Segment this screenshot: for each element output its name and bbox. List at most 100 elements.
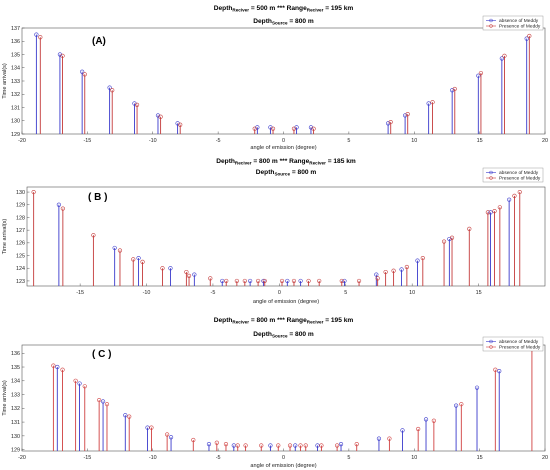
x-tick-label: -10 bbox=[149, 455, 157, 461]
stem-marker bbox=[391, 268, 396, 273]
stem-marker bbox=[158, 114, 163, 119]
legend-box bbox=[482, 336, 544, 352]
stem-marker bbox=[270, 126, 276, 131]
x-tick-label: 0 bbox=[278, 290, 281, 296]
x-tick-label: 5 bbox=[347, 138, 350, 144]
title-part: = 500 m *** Range bbox=[249, 5, 307, 12]
stem-marker bbox=[298, 443, 303, 448]
chart-panel: DepthReciver = 800 m *** RangeReciver = … bbox=[2, 158, 546, 305]
stem-marker bbox=[375, 276, 380, 281]
stem-marker bbox=[493, 367, 498, 372]
stem-marker bbox=[315, 443, 320, 448]
stem-marker bbox=[447, 236, 452, 242]
x-tick-label: -10 bbox=[143, 290, 151, 296]
y-tick-label: 129 bbox=[11, 132, 20, 138]
title-part: = 800 m bbox=[290, 169, 316, 176]
legend-box bbox=[482, 15, 544, 31]
stem-marker bbox=[306, 278, 311, 284]
legend-label: absence of Meddy bbox=[499, 18, 539, 24]
stem-marker bbox=[231, 443, 236, 448]
stem-marker bbox=[132, 101, 137, 106]
x-tick-label: 5 bbox=[344, 290, 347, 296]
stem-marker bbox=[474, 385, 480, 390]
x-tick-label: 5 bbox=[347, 455, 350, 461]
title-subscript: Source bbox=[272, 334, 288, 339]
chart-subtitle: DepthSource = 800 m bbox=[253, 331, 314, 339]
stem-marker bbox=[234, 278, 239, 284]
stem-marker bbox=[279, 278, 285, 284]
stem-marker bbox=[134, 102, 140, 107]
stem-marker bbox=[527, 33, 532, 39]
y-axis-label: Time arrival(s) bbox=[2, 219, 8, 255]
title-part: = 195 km bbox=[323, 317, 353, 324]
x-tick-label: -5 bbox=[216, 138, 221, 144]
stem-marker bbox=[117, 248, 123, 253]
y-tick-label: 127 bbox=[16, 228, 25, 234]
stem-marker bbox=[383, 269, 388, 275]
stem-marker bbox=[294, 125, 299, 130]
legend-swatch-marker bbox=[489, 176, 493, 180]
legend-label: absence of Meddy bbox=[499, 170, 539, 176]
stem-marker bbox=[512, 193, 517, 198]
stem-marker bbox=[51, 363, 56, 368]
stem-marker bbox=[160, 266, 165, 271]
series-absence bbox=[34, 32, 529, 134]
stem-marker bbox=[60, 206, 65, 211]
x-axis-label: angle of emission (degree) bbox=[250, 145, 316, 151]
y-tick-label: 132 bbox=[11, 406, 20, 412]
y-tick-label: 134 bbox=[11, 66, 20, 72]
x-tick-label: 15 bbox=[477, 455, 483, 461]
y-tick-label: 137 bbox=[11, 26, 20, 32]
series-absence bbox=[56, 197, 512, 286]
chart-panel: DepthReciver = 800 m *** RangeReciver = … bbox=[2, 317, 548, 469]
stem-marker bbox=[416, 426, 421, 432]
chart-title: DepthReciver = 500 m *** RangeReciver = … bbox=[214, 5, 354, 13]
stem-marker bbox=[303, 443, 308, 448]
stem-marker bbox=[499, 56, 504, 61]
chart-title: DepthReciver = 800 m *** RangeReciver = … bbox=[214, 317, 354, 325]
stem-marker bbox=[145, 425, 150, 430]
stem-marker bbox=[252, 126, 257, 131]
stem-marker bbox=[243, 443, 248, 448]
stem-marker bbox=[338, 442, 344, 447]
stem-marker bbox=[420, 255, 425, 261]
stem-marker bbox=[91, 233, 96, 238]
series-absence bbox=[55, 364, 502, 451]
title-subscript: Reciver bbox=[307, 8, 324, 13]
stem-marker bbox=[502, 53, 507, 58]
stem-marker bbox=[168, 435, 174, 440]
chart-subtitle: DepthSource = 800 m bbox=[256, 169, 317, 177]
stem-marker bbox=[374, 272, 379, 277]
y-tick-label: 131 bbox=[11, 420, 20, 426]
stem-marker bbox=[431, 418, 436, 423]
y-tick-label: 132 bbox=[11, 92, 20, 98]
y-tick-label: 130 bbox=[11, 434, 20, 440]
title-subscript: Reciver bbox=[235, 161, 252, 166]
stem-marker bbox=[492, 209, 497, 214]
y-tick-label: 124 bbox=[16, 266, 25, 272]
stem-marker bbox=[140, 259, 145, 264]
stem-marker bbox=[206, 442, 212, 447]
stem-marker bbox=[524, 36, 529, 41]
title-subscript: Reciver bbox=[232, 320, 249, 325]
stem-marker bbox=[268, 125, 273, 130]
stem-marker bbox=[220, 278, 225, 284]
stem-marker bbox=[507, 197, 512, 202]
legend-swatch-marker bbox=[489, 18, 493, 23]
stem-marker bbox=[224, 278, 229, 284]
y-tick-label: 135 bbox=[11, 365, 20, 371]
stem-marker bbox=[55, 364, 60, 370]
series-presence bbox=[51, 347, 535, 451]
stem-marker bbox=[449, 235, 455, 240]
stem-marker bbox=[223, 442, 229, 447]
y-tick-label: 128 bbox=[16, 215, 25, 221]
y-tick-label: 135 bbox=[11, 52, 20, 58]
y-tick-label: 134 bbox=[11, 379, 20, 385]
legend-label: Presence of Meddy bbox=[499, 176, 541, 182]
title-subscript: Source bbox=[274, 172, 290, 177]
stem-marker bbox=[261, 278, 266, 284]
stem-marker bbox=[404, 264, 409, 270]
